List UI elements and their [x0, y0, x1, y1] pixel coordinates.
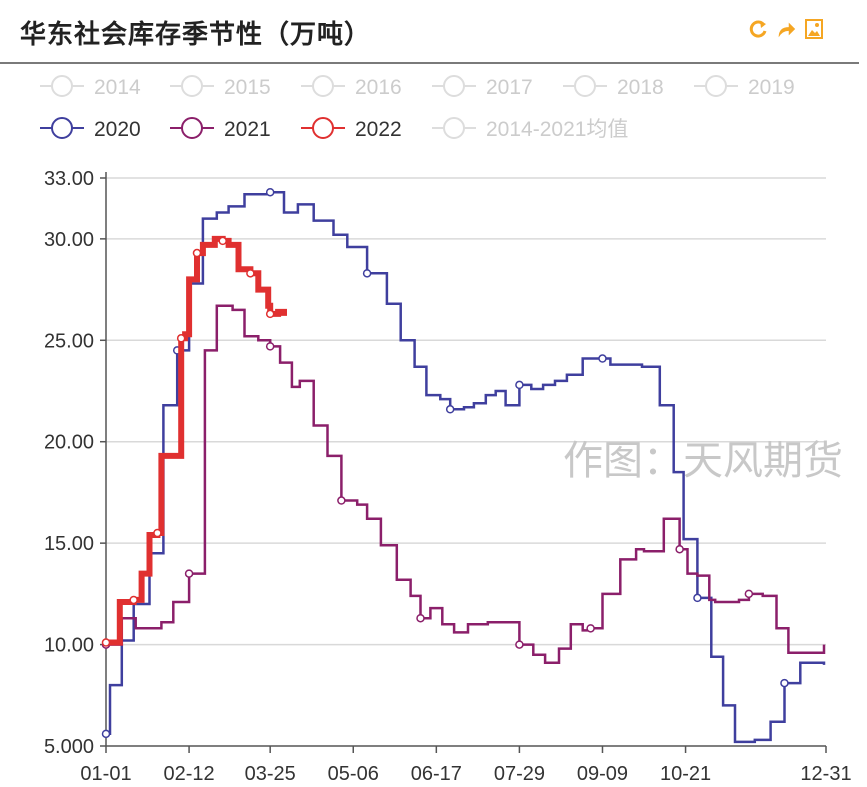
series-point-2020 [780, 678, 789, 688]
legend-marker [574, 75, 596, 97]
legend-marker [181, 75, 203, 97]
legend-item-2014-2021均值[interactable]: 2014-2021均值 [432, 117, 628, 141]
legend-label: 2020 [94, 118, 141, 141]
legend-label: 2019 [748, 76, 795, 99]
y-tick-label: 25.00 [44, 330, 94, 352]
x-tick-label: 01-01 [80, 763, 131, 785]
series-point-2021 [184, 569, 194, 578]
series-line-2022 [106, 235, 287, 646]
series-point-2022 [101, 638, 111, 647]
x-tick-label: 06-17 [411, 763, 462, 785]
series-point-2021 [586, 624, 595, 633]
series-point-2021 [515, 640, 524, 649]
legend-item-2020[interactable]: 2020 [40, 117, 141, 141]
chart-title: 华东社会库存季节性（万吨） [20, 20, 372, 50]
y-tick-label: 20.00 [44, 432, 94, 454]
x-tick-label: 09-09 [577, 763, 628, 785]
legend-marker [443, 75, 465, 97]
legend-item-2022[interactable]: 2022 [301, 117, 402, 141]
x-tick-label: 03-25 [245, 763, 296, 785]
series-point-2020 [598, 354, 607, 363]
legend-label: 2017 [486, 76, 533, 99]
series-line-2020 [106, 190, 826, 744]
legend-item-2018[interactable]: 2018 [563, 75, 664, 99]
legend-label: 2016 [355, 76, 402, 99]
legend-marker [312, 117, 334, 139]
legend-marker [443, 117, 465, 139]
legend-item-2021[interactable]: 2021 [170, 117, 271, 141]
x-tick-label: 02-12 [163, 763, 214, 785]
watermark-text: 作图：天风期货 [563, 438, 843, 484]
legend-label: 2021 [224, 118, 271, 141]
legend-label: 2014 [94, 76, 141, 99]
x-tick-label: 07-29 [494, 763, 545, 785]
chart-toolbar [747, 18, 825, 40]
series-point-2020 [265, 187, 275, 197]
series-point-2020 [515, 380, 524, 390]
x-tick-label: 12-31 [800, 763, 851, 785]
share-icon[interactable] [775, 18, 797, 40]
y-tick-label: 30.00 [44, 229, 94, 251]
legend-marker [705, 75, 727, 97]
legend-label: 2018 [617, 76, 664, 99]
legend-item-2015[interactable]: 2015 [170, 75, 271, 99]
legend-marker [312, 75, 334, 97]
series-point-2022 [153, 528, 162, 538]
series-point-2021 [675, 544, 684, 554]
legend-marker [51, 75, 73, 97]
legend-label: 2022 [355, 118, 402, 141]
series-point-2020 [693, 593, 702, 603]
series-point-2021 [337, 496, 346, 505]
x-tick-label: 10-21 [660, 763, 711, 785]
y-tick-label: 5.000 [44, 736, 94, 758]
series-point-2020 [445, 405, 455, 414]
series-line-2021 [106, 304, 826, 665]
series-point-2022 [176, 334, 186, 343]
y-tick-label: 33.00 [44, 168, 94, 190]
series-point-2020 [101, 729, 111, 739]
series-point-2020 [362, 269, 372, 278]
legend-item-2017[interactable]: 2017 [432, 75, 533, 99]
legend-item-2016[interactable]: 2016 [301, 75, 402, 99]
series-point-2022 [218, 236, 227, 246]
x-tick-label: 05-06 [328, 763, 379, 785]
legend-item-2014[interactable]: 2014 [40, 75, 141, 99]
legend-marker [181, 117, 203, 139]
series-point-2022 [129, 595, 138, 605]
series-point-2021 [744, 589, 754, 599]
legend-marker [51, 117, 73, 139]
legend-label: 2014-2021均值 [486, 118, 628, 141]
y-tick-label: 15.00 [44, 533, 94, 555]
series-point-2021 [416, 613, 425, 623]
y-tick-label: 10.00 [44, 635, 94, 657]
title-divider [0, 62, 859, 64]
save-image-icon[interactable] [803, 18, 825, 40]
series-point-2022 [192, 248, 202, 258]
series-point-2022 [246, 269, 255, 278]
series-point-2022 [265, 309, 275, 319]
legend-item-2019[interactable]: 2019 [694, 75, 795, 99]
refresh-icon[interactable] [747, 18, 769, 40]
legend-label: 2015 [224, 76, 271, 99]
series-point-2021 [265, 342, 275, 351]
